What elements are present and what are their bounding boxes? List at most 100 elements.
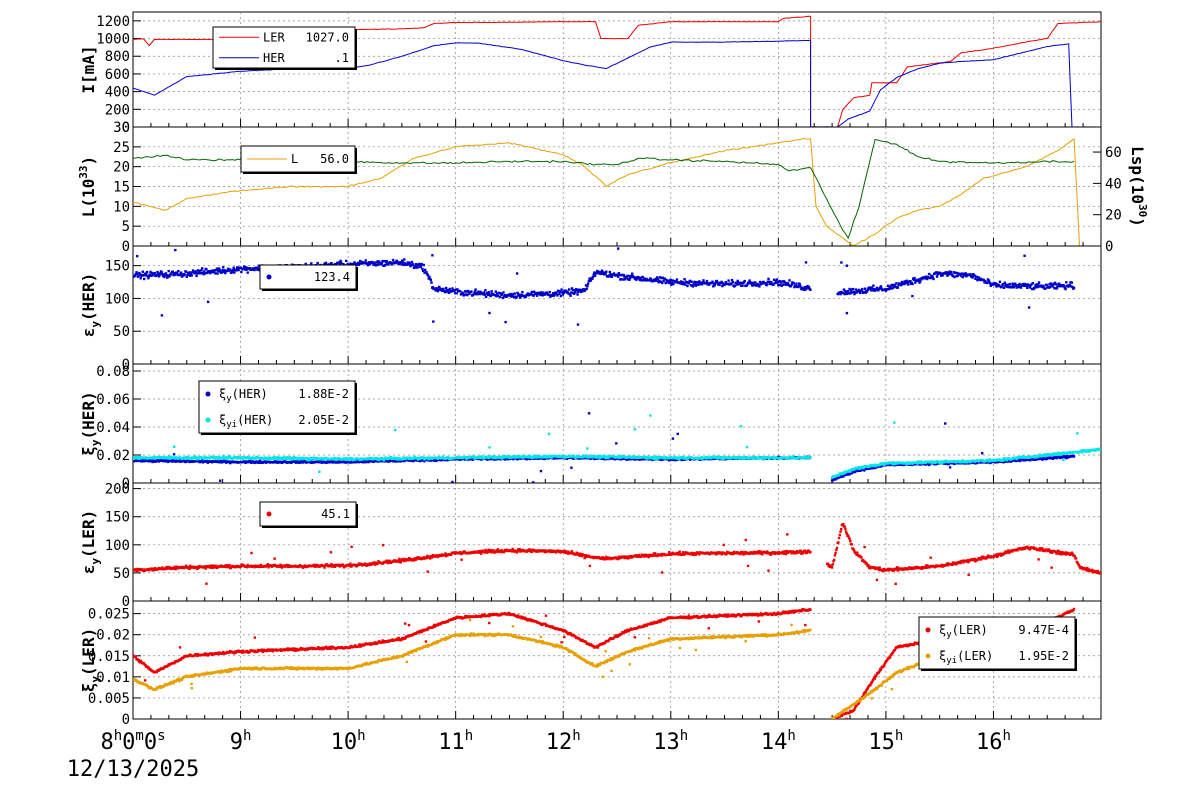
data-point bbox=[444, 291, 447, 294]
data-point bbox=[382, 457, 385, 460]
data-point bbox=[579, 289, 582, 292]
data-point bbox=[700, 456, 703, 459]
data-point bbox=[177, 460, 181, 463]
data-point bbox=[322, 564, 326, 568]
data-point bbox=[1080, 449, 1083, 452]
data-point bbox=[654, 277, 658, 280]
data-point bbox=[917, 278, 920, 281]
outlier-point bbox=[174, 248, 177, 252]
y2-tick-label: 20 bbox=[1105, 208, 1122, 224]
data-point bbox=[895, 282, 898, 285]
data-point bbox=[786, 282, 790, 285]
data-point bbox=[308, 458, 312, 462]
data-point bbox=[548, 456, 551, 459]
data-point bbox=[754, 281, 757, 284]
legend: L 56.0 bbox=[240, 145, 357, 174]
data-point bbox=[1026, 286, 1029, 289]
data-point bbox=[603, 454, 606, 457]
data-point bbox=[135, 567, 138, 571]
data-point bbox=[562, 291, 565, 294]
data-point bbox=[1014, 284, 1018, 287]
data-point bbox=[880, 464, 883, 468]
y-tick-label: 150 bbox=[105, 259, 130, 275]
data-point bbox=[1045, 283, 1048, 287]
data-point bbox=[212, 271, 216, 274]
data-point bbox=[988, 460, 991, 463]
data-point bbox=[551, 293, 554, 297]
data-point bbox=[886, 288, 889, 291]
data-point bbox=[468, 292, 471, 296]
data-point bbox=[1058, 455, 1061, 458]
y-tick-label: 0 bbox=[122, 357, 130, 373]
data-point bbox=[603, 455, 607, 458]
data-point bbox=[165, 274, 168, 277]
data-point bbox=[767, 277, 770, 281]
data-point bbox=[798, 283, 802, 286]
data-point bbox=[345, 458, 349, 461]
data-point bbox=[1002, 459, 1005, 462]
data-point bbox=[627, 274, 630, 278]
data-point bbox=[880, 287, 883, 290]
data-point bbox=[845, 292, 848, 296]
data-point bbox=[224, 456, 228, 459]
data-point bbox=[912, 278, 916, 281]
data-point bbox=[584, 288, 587, 291]
data-point bbox=[147, 277, 150, 280]
data-point bbox=[359, 259, 362, 263]
data-point bbox=[586, 282, 590, 286]
data-point bbox=[220, 271, 223, 274]
data-point bbox=[240, 563, 244, 566]
outlier-point bbox=[384, 491, 386, 493]
data-point bbox=[526, 456, 530, 459]
data-point bbox=[366, 264, 370, 267]
data-point bbox=[376, 260, 379, 263]
y-tick-label: 200 bbox=[105, 482, 130, 498]
data-point bbox=[517, 292, 520, 296]
y-tick-label: 0.06 bbox=[96, 392, 130, 408]
data-point bbox=[394, 261, 398, 264]
data-point bbox=[970, 461, 974, 465]
data-point bbox=[919, 280, 922, 283]
data-point bbox=[222, 266, 225, 269]
data-point bbox=[253, 268, 256, 272]
data-point bbox=[472, 455, 475, 458]
data-point bbox=[675, 280, 678, 283]
data-point bbox=[648, 279, 651, 282]
data-point bbox=[1046, 454, 1049, 457]
data-point bbox=[693, 280, 696, 284]
data-point bbox=[1033, 286, 1037, 289]
data-point bbox=[228, 460, 231, 463]
outlier-point bbox=[432, 320, 435, 323]
data-point bbox=[575, 288, 579, 292]
data-point bbox=[712, 285, 715, 288]
data-point bbox=[617, 275, 620, 278]
legend-label: L bbox=[291, 152, 298, 166]
legend-value: 1027.0 bbox=[306, 30, 349, 44]
data-point bbox=[884, 289, 888, 292]
outlier-point bbox=[1027, 306, 1031, 309]
y-axis-label: ξy(HER) bbox=[79, 391, 102, 455]
data-point bbox=[1068, 283, 1071, 287]
data-point bbox=[388, 559, 391, 562]
data-point bbox=[161, 273, 164, 276]
data-point bbox=[669, 278, 672, 281]
data-point bbox=[747, 281, 751, 284]
data-point bbox=[882, 463, 885, 466]
data-point bbox=[136, 272, 139, 275]
data-point bbox=[662, 279, 665, 283]
data-point bbox=[529, 293, 532, 296]
data-point bbox=[618, 273, 621, 277]
data-point bbox=[240, 270, 243, 274]
outlier-point bbox=[532, 481, 535, 483]
outlier-point bbox=[615, 442, 618, 445]
data-point bbox=[1069, 281, 1072, 284]
data-point bbox=[467, 290, 470, 293]
data-point bbox=[173, 272, 176, 275]
data-point bbox=[856, 290, 860, 293]
data-point bbox=[620, 458, 623, 461]
data-point bbox=[194, 270, 198, 273]
data-point bbox=[377, 457, 380, 460]
data-point bbox=[667, 279, 670, 282]
data-point bbox=[141, 270, 144, 273]
data-point bbox=[1049, 282, 1053, 285]
